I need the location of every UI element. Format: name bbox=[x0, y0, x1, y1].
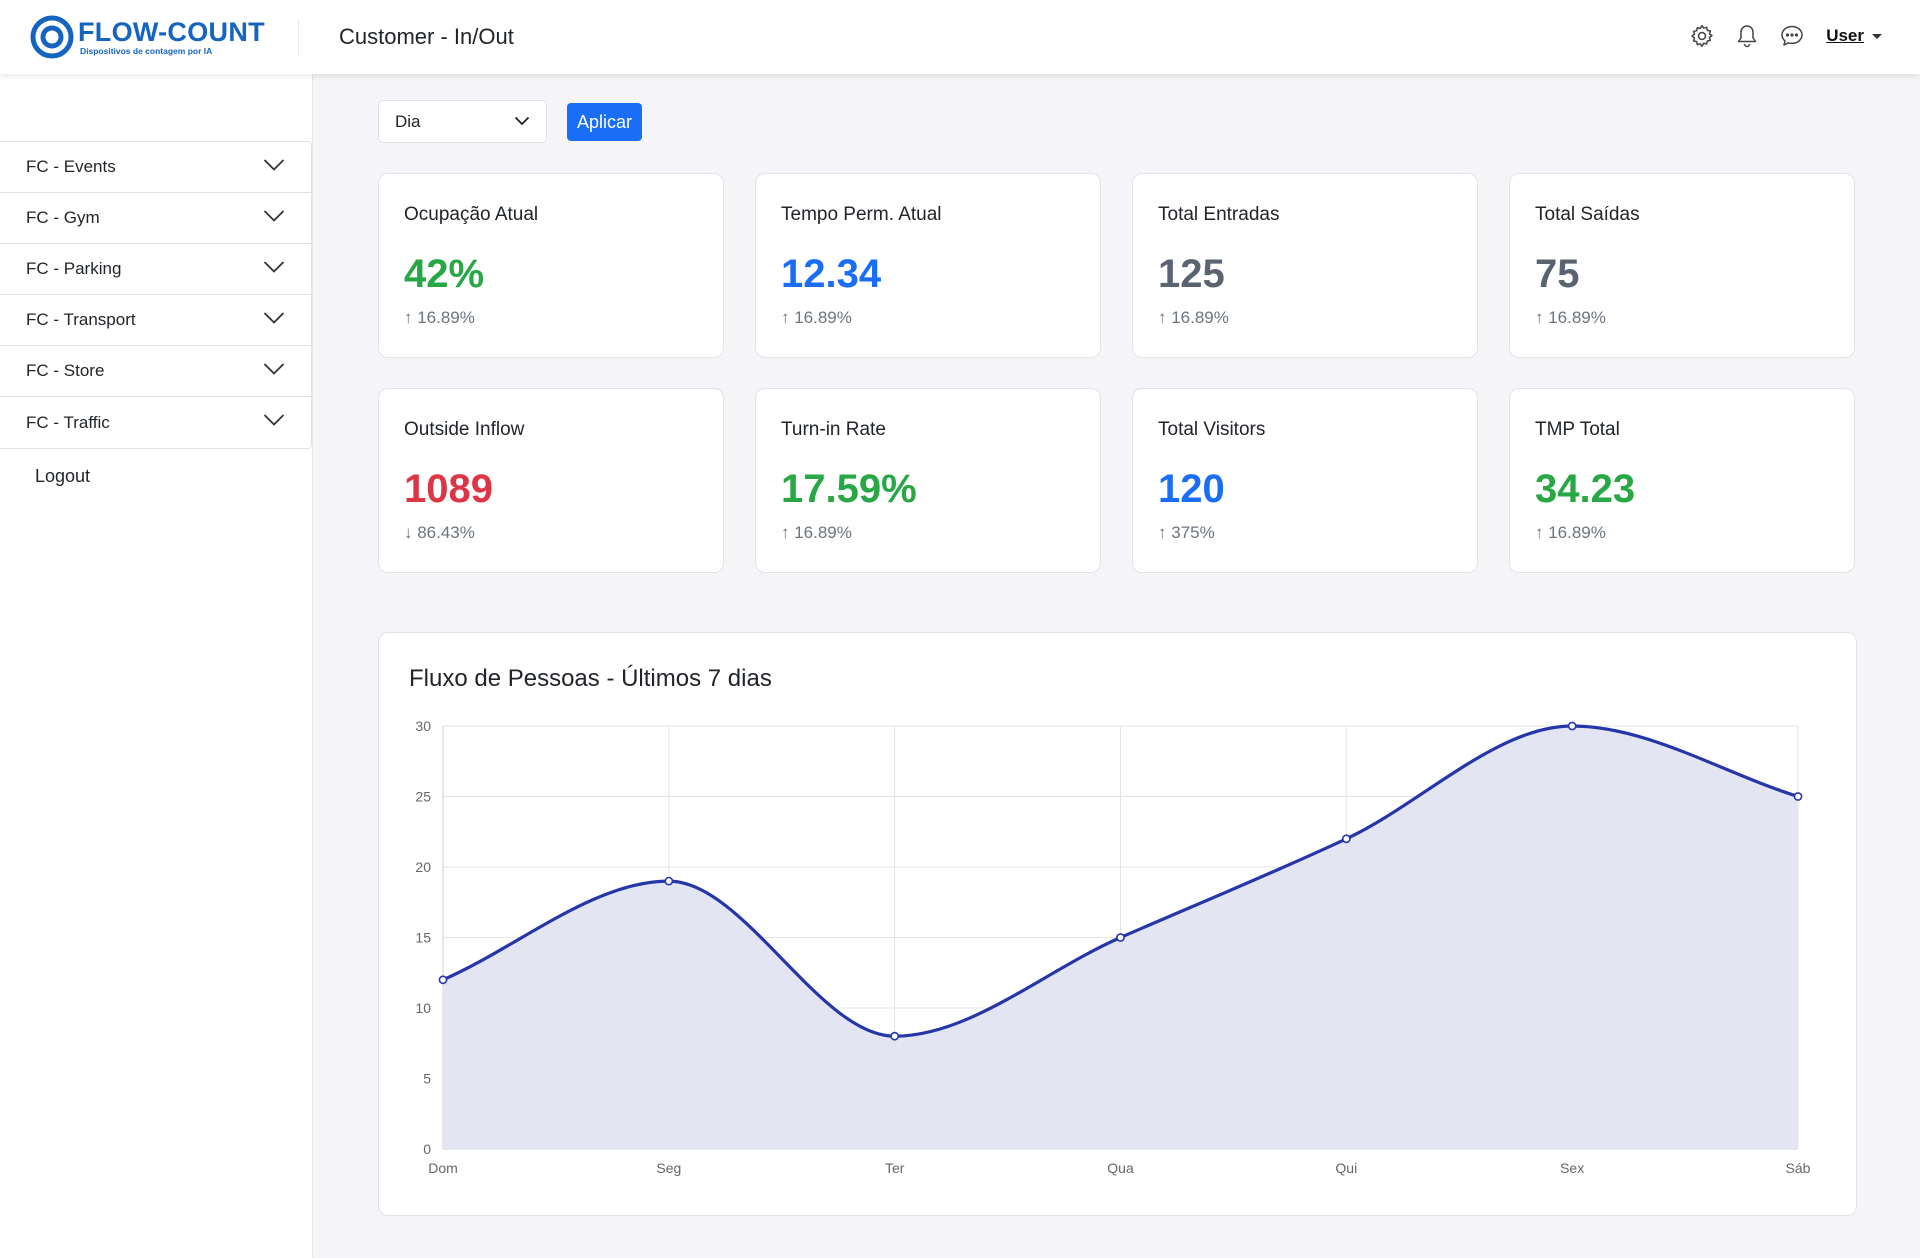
gear-icon[interactable] bbox=[1688, 22, 1716, 50]
sidebar-item-transport[interactable]: FC - Transport bbox=[0, 295, 311, 346]
data-point[interactable] bbox=[1341, 834, 1351, 844]
kpi-change: ↑ 375% bbox=[1158, 523, 1215, 542]
top-header: FLOW-COUNT Dispositivos de contagem por … bbox=[0, 0, 1920, 74]
sidebar-item-label: FC - Transport bbox=[26, 310, 136, 329]
kpi-change: ↑ 16.89% bbox=[1158, 308, 1229, 327]
chevron-down-icon bbox=[263, 413, 285, 432]
sidebar-item-label: FC - Parking bbox=[26, 259, 122, 278]
kpi-card-total-visitors: Total Visitors 120 ↑ 375% bbox=[1132, 388, 1478, 573]
kpi-title: Total Entradas bbox=[1158, 204, 1280, 225]
kpi-value: 1089 bbox=[404, 467, 493, 511]
chevron-down-icon bbox=[263, 158, 285, 177]
user-menu[interactable]: User bbox=[1826, 26, 1882, 46]
kpi-card-ocupacao-atual: Ocupação Atual 42% ↑ 16.89% bbox=[378, 173, 724, 358]
chart-title: Fluxo de Pessoas - Últimos 7 dias bbox=[409, 665, 772, 692]
x-tick-label: Seg bbox=[656, 1160, 681, 1176]
flow-chart: 0 5 10 15 20 25 30 Dom Seg Ter Qua Qui Sex Sáb bbox=[415, 718, 1811, 1176]
kpi-title: TMP Total bbox=[1535, 419, 1620, 440]
sidebar-menu: FC - Events FC - Gym FC - Parking FC - T… bbox=[0, 141, 312, 449]
chevron-down-icon bbox=[514, 113, 530, 131]
kpi-change: ↑ 16.89% bbox=[1535, 523, 1606, 542]
brand-logo[interactable]: FLOW-COUNT Dispositivos de contagem por … bbox=[30, 14, 265, 60]
kpi-card-total-entradas: Total Entradas 125 ↑ 16.89% bbox=[1132, 173, 1478, 358]
sidebar-item-events[interactable]: FC - Events bbox=[0, 142, 311, 193]
kpi-card-turn-in-rate: Turn-in Rate 17.59% ↑ 16.89% bbox=[755, 388, 1101, 573]
sidebar-item-gym[interactable]: FC - Gym bbox=[0, 193, 311, 244]
kpi-title: Tempo Perm. Atual bbox=[781, 204, 942, 225]
kpi-change: ↑ 16.89% bbox=[781, 308, 852, 327]
data-point[interactable] bbox=[1116, 933, 1125, 942]
data-point[interactable] bbox=[664, 876, 674, 886]
kpi-value: 120 bbox=[1158, 467, 1225, 511]
period-select-value: Dia bbox=[395, 111, 421, 131]
y-tick-label: 25 bbox=[415, 789, 431, 805]
header-divider bbox=[298, 18, 299, 56]
x-tick-label: Sáb bbox=[1786, 1160, 1811, 1176]
kpi-value: 12.34 bbox=[781, 252, 882, 296]
y-tick-label: 15 bbox=[415, 930, 431, 946]
kpi-change: ↓ 86.43% bbox=[404, 523, 475, 542]
kpi-value: 125 bbox=[1158, 252, 1225, 296]
apply-button[interactable]: Aplicar bbox=[567, 103, 642, 141]
kpi-title: Total Visitors bbox=[1158, 419, 1266, 440]
data-point[interactable] bbox=[1567, 721, 1577, 731]
kpi-title: Turn-in Rate bbox=[781, 419, 886, 440]
sidebar-item-label: FC - Events bbox=[26, 157, 116, 176]
kpi-card-total-saidas: Total Saídas 75 ↑ 16.89% bbox=[1509, 173, 1855, 358]
chevron-down-icon bbox=[263, 311, 285, 330]
kpi-title: Total Saídas bbox=[1535, 204, 1640, 225]
chevron-down-icon bbox=[263, 260, 285, 279]
data-point[interactable] bbox=[438, 975, 448, 985]
user-label: User bbox=[1826, 26, 1864, 45]
kpi-value: 34.23 bbox=[1535, 467, 1636, 511]
logout-link[interactable]: Logout bbox=[35, 466, 91, 486]
period-select[interactable]: Dia bbox=[378, 100, 547, 143]
sidebar-item-label: FC - Store bbox=[26, 361, 105, 380]
kpi-card-tmp-total: TMP Total 34.23 ↑ 16.89% bbox=[1509, 388, 1855, 573]
kpi-change: ↑ 16.89% bbox=[404, 308, 475, 327]
chevron-down-icon bbox=[263, 362, 285, 381]
kpi-title: Outside Inflow bbox=[404, 419, 525, 440]
sidebar-item-store[interactable]: FC - Store bbox=[0, 346, 311, 397]
kpi-value: 42% bbox=[404, 252, 485, 296]
y-tick-label: 5 bbox=[423, 1071, 431, 1087]
brand-tagline: Dispositivos de contagem por IA bbox=[80, 45, 213, 56]
caret-down-icon bbox=[1872, 33, 1882, 39]
y-tick-label: 20 bbox=[415, 859, 431, 875]
y-tick-label: 0 bbox=[423, 1141, 431, 1157]
kpi-card-tempo-perm-atual: Tempo Perm. Atual 12.34 ↑ 16.89% bbox=[755, 173, 1101, 358]
sidebar-item-label: FC - Gym bbox=[26, 208, 100, 227]
kpi-value: 17.59% bbox=[781, 467, 917, 511]
data-point[interactable] bbox=[1793, 792, 1803, 801]
y-tick-label: 10 bbox=[415, 1000, 431, 1016]
bell-icon[interactable] bbox=[1733, 22, 1761, 50]
chevron-down-icon bbox=[263, 209, 285, 228]
data-point[interactable] bbox=[890, 1031, 900, 1041]
x-tick-label: Sex bbox=[1560, 1160, 1584, 1176]
chart-card: Fluxo de Pessoas - Últimos 7 dias 0 5 10 15… bbox=[378, 632, 1857, 1216]
y-tick-label: 30 bbox=[415, 718, 431, 734]
sidebar-item-traffic[interactable]: FC - Traffic bbox=[0, 397, 311, 448]
page-title: Customer - In/Out bbox=[339, 24, 514, 49]
brand-name: FLOW-COUNT bbox=[78, 16, 265, 47]
chat-icon[interactable] bbox=[1778, 22, 1806, 50]
kpi-change: ↑ 16.89% bbox=[781, 523, 852, 542]
logo-icon bbox=[30, 15, 74, 59]
kpi-title: Ocupação Atual bbox=[404, 204, 539, 225]
kpi-change: ↑ 16.89% bbox=[1535, 308, 1606, 327]
x-tick-label: Qua bbox=[1107, 1160, 1134, 1176]
kpi-card-outside-inflow: Outside Inflow 1089 ↓ 86.43% bbox=[378, 388, 724, 573]
sidebar: FC - Events FC - Gym FC - Parking FC - T… bbox=[0, 74, 313, 1258]
x-tick-label: Qui bbox=[1335, 1160, 1357, 1176]
x-tick-label: Dom bbox=[428, 1160, 458, 1176]
sidebar-item-parking[interactable]: FC - Parking bbox=[0, 244, 311, 295]
sidebar-item-label: FC - Traffic bbox=[26, 412, 110, 432]
kpi-value: 75 bbox=[1535, 252, 1580, 296]
x-tick-label: Ter bbox=[885, 1160, 905, 1176]
